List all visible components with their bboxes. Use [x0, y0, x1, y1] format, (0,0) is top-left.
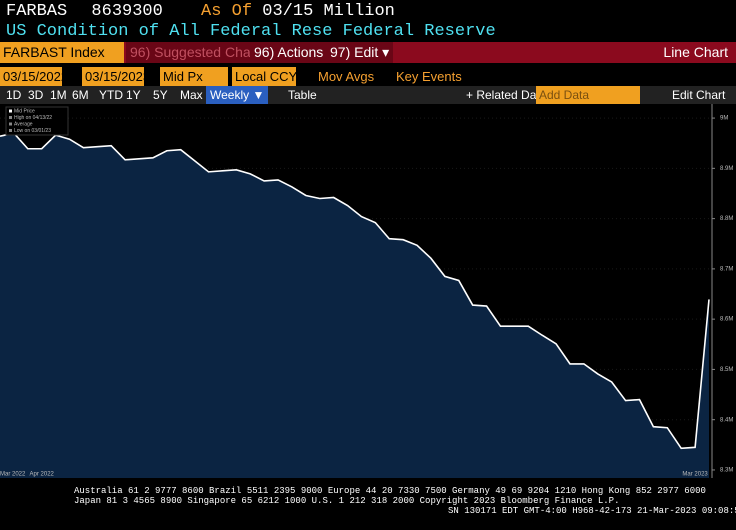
range-button[interactable]: 6M [72, 88, 89, 102]
date-units: 03/15 Million [262, 2, 395, 21]
y-tick-label: 8.6M [720, 317, 733, 323]
controls-row: 03/15/2022 03/15/2023 Mid Px Local CCY M… [0, 67, 736, 86]
line [0, 132, 710, 450]
footer-line: Japan 81 3 4565 8900 Singapore 65 6212 1… [74, 496, 620, 506]
actions-menu[interactable]: 96) Actions ▾ [250, 42, 339, 63]
field-select[interactable]: Mid Px [160, 67, 228, 86]
legend-entry: Mid Price [14, 108, 35, 114]
x-tick-label: Mar 2023 [682, 472, 708, 478]
add-data[interactable]: Add Data [536, 86, 640, 104]
view-type: Line Chart [663, 44, 728, 60]
x-tick-label: Mar 2022 [0, 472, 26, 478]
mov-avgs[interactable]: Mov Avgs [318, 69, 375, 84]
y-tick-label: 8.9M [720, 166, 733, 172]
y-tick-label: 8.8M [720, 216, 733, 222]
security-input[interactable]: FARBAST Index [0, 42, 124, 63]
range-button[interactable]: 1M [50, 88, 67, 102]
axis-panel [712, 104, 736, 478]
x-tick-label: Apr 2022 [30, 472, 55, 478]
table-button[interactable]: Table [288, 88, 317, 102]
legend-entry: Average [14, 121, 33, 127]
last-value: 8639300 [91, 2, 163, 21]
range-button[interactable]: 1Y [126, 88, 141, 102]
suggested-charts[interactable]: 96) Suggested Charts [126, 42, 271, 63]
legend-box [5, 106, 69, 136]
edit-menu[interactable]: 97) Edit ▾ [326, 42, 394, 63]
legend-swatch [9, 116, 12, 119]
key-events[interactable]: Key Events [396, 69, 462, 84]
footer-line: Australia 61 2 9777 8600 Brazil 5511 239… [74, 486, 706, 496]
menu-bar: FARBAST Index 96) Suggested Charts 96) A… [0, 42, 736, 63]
title-row: FARBAS 8639300 As Of 03/15 Million [0, 2, 736, 22]
range-button[interactable]: Max [180, 88, 203, 102]
y-tick-label: 8.5M [720, 367, 733, 373]
range-button[interactable]: 5Y [153, 88, 168, 102]
start-date[interactable]: 03/15/2022 [0, 67, 68, 86]
range-button[interactable]: 3D [28, 88, 44, 102]
ticker: FARBAS [6, 2, 68, 21]
y-tick-label: 9M [720, 116, 728, 122]
edit-chart[interactable]: Edit Chart [672, 88, 726, 102]
toolbar: Weekly ▼ Table + Related Data Add Data E… [0, 86, 736, 104]
currency-select[interactable]: Local CCY [232, 67, 297, 86]
legend-entry: High on 04/13/22 [14, 115, 52, 121]
footer-line: SN 130171 EDT GMT-4:00 H968-42-173 21-Ma… [448, 506, 736, 516]
related-data[interactable]: + Related Data [466, 88, 547, 102]
area [0, 133, 709, 478]
as-of: As Of [201, 2, 253, 21]
y-tick-label: 8.3M [720, 468, 733, 474]
legend-swatch [9, 109, 12, 113]
legend-swatch [9, 122, 12, 126]
y-tick-label: 8.4M [720, 417, 733, 423]
range-button[interactable]: 1D [6, 88, 22, 102]
description: US Condition of All Federal Rese Federal… [6, 22, 496, 41]
y-tick-label: 8.7M [720, 266, 733, 272]
legend-entry: Low on 03/01/23 [14, 128, 51, 134]
frequency[interactable]: Weekly ▼ [206, 86, 269, 104]
chart: 9M 8.9M 8.8M 8.7M 8.6M 8.5M 8.4M 8.3M Mar 2022 Ap… [0, 104, 736, 478]
range-button[interactable]: YTD [99, 88, 123, 102]
legend-swatch [9, 129, 12, 132]
end-date[interactable]: 03/15/2023 [82, 67, 150, 86]
